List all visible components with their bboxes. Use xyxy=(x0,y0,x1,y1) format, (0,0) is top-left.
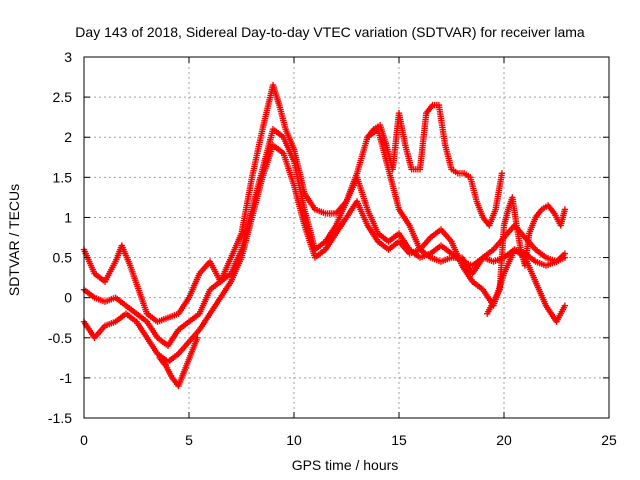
y-axis-label: SDTVAR / TECUs xyxy=(6,184,22,296)
y-tick-label: 1.5 xyxy=(53,169,73,185)
y-tick-label: 0.5 xyxy=(53,250,73,266)
series-trace-6 xyxy=(484,194,569,317)
x-tick-label: 25 xyxy=(601,432,617,448)
y-tick-label: 2 xyxy=(64,129,72,145)
data-point xyxy=(561,302,569,309)
y-tick-label: -1.5 xyxy=(48,410,72,426)
x-tick-labels: 0 5 10 15 20 25 xyxy=(80,432,617,448)
data-point xyxy=(561,254,569,261)
data-point xyxy=(194,334,201,341)
plot-frame xyxy=(83,56,610,419)
data-point xyxy=(561,206,569,213)
x-axis-label: GPS time / hours xyxy=(292,457,399,473)
x-tick-label: 0 xyxy=(80,432,88,448)
y-tick-label: 1 xyxy=(64,209,72,225)
y-tick-label: 3 xyxy=(64,49,72,65)
x-tick-label: 5 xyxy=(185,432,193,448)
y-tick-label: 2.5 xyxy=(53,89,73,105)
axis-ticks xyxy=(83,56,610,419)
series-trace-2 xyxy=(80,126,569,349)
data-layer xyxy=(80,81,569,390)
x-tick-label: 20 xyxy=(496,432,512,448)
series-trace-1 xyxy=(80,81,569,325)
y-tick-label: -0.5 xyxy=(48,330,72,346)
series-trace-3 xyxy=(80,142,569,366)
y-tick-label: 0 xyxy=(64,290,72,306)
y-tick-label: -1 xyxy=(60,370,73,386)
x-tick-label: 10 xyxy=(286,432,302,448)
series-trace-5 xyxy=(364,101,506,229)
data-point xyxy=(498,170,506,177)
x-tick-label: 15 xyxy=(391,432,407,448)
series-trace-4 xyxy=(156,334,201,390)
chart-title: Day 143 of 2018, Sidereal Day-to-day VTE… xyxy=(75,24,585,40)
y-tick-labels: -1.5 -1 -0.5 0 0.5 1 1.5 2 2.5 3 xyxy=(48,49,72,426)
